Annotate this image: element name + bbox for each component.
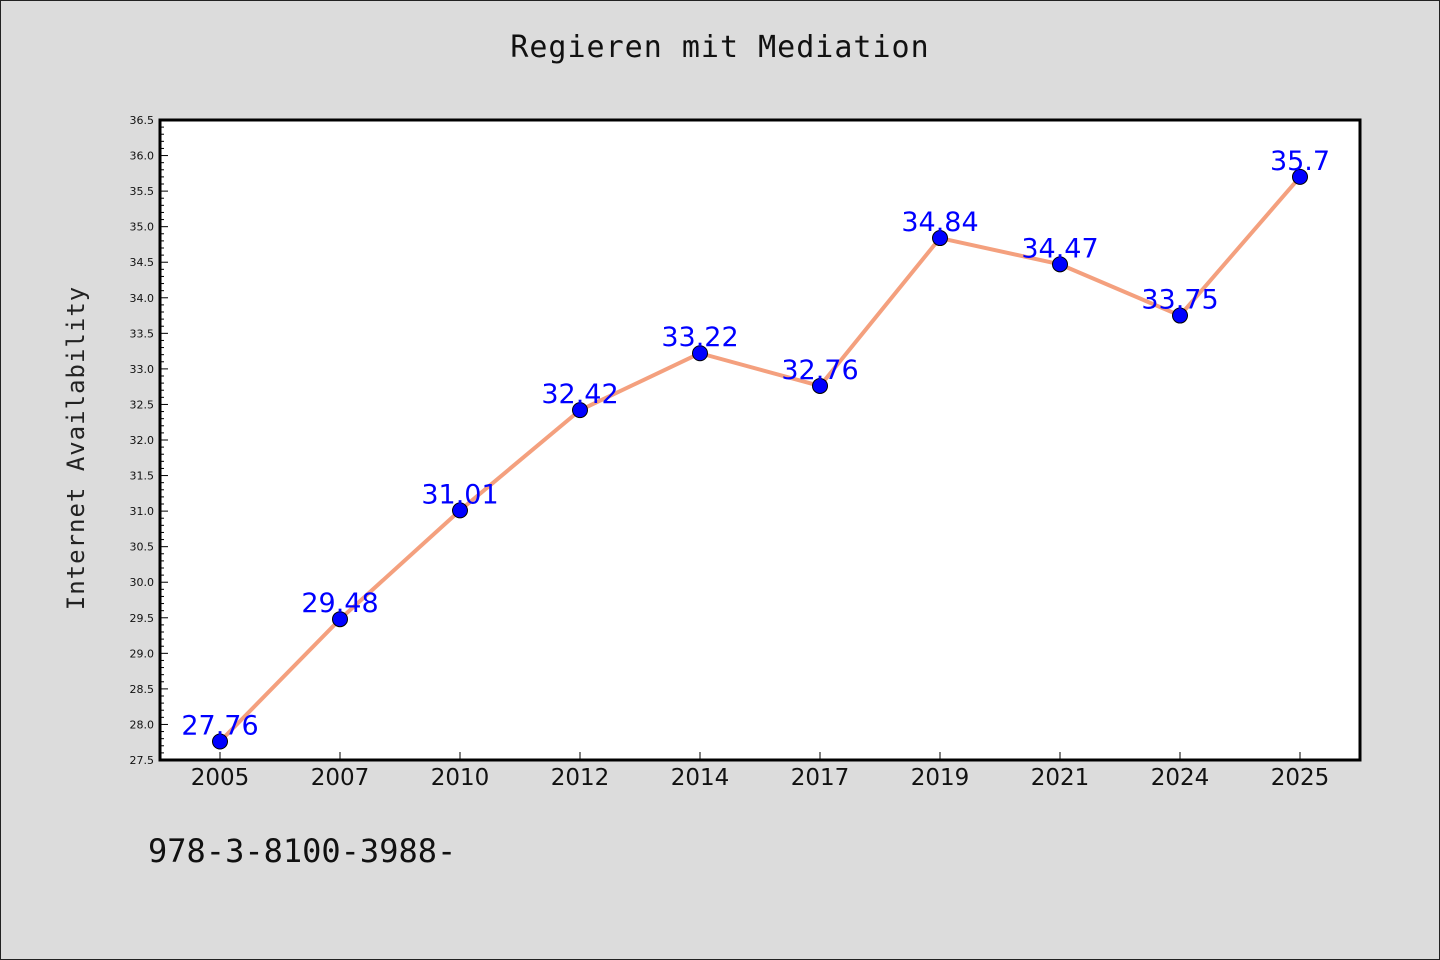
x-tick-label: 2025 [1271, 765, 1330, 791]
y-tick-label: 29.5 [130, 612, 155, 625]
y-tick-label: 32.0 [130, 434, 155, 447]
data-point-marker [1052, 256, 1068, 273]
x-tick-label: 2021 [1031, 765, 1090, 791]
x-tick-label: 2014 [671, 765, 730, 791]
x-tick-label: 2024 [1151, 765, 1210, 791]
data-point-marker [692, 345, 708, 362]
x-tick-label: 2007 [311, 765, 370, 791]
footer-isbn-text: 978-3-8100-3988- [148, 832, 457, 870]
data-point-marker [1172, 307, 1188, 324]
x-tick-label: 2012 [551, 765, 610, 791]
series-group [212, 168, 1308, 750]
y-tick-label: 32.5 [130, 398, 155, 411]
y-tick-label: 35.5 [130, 185, 155, 198]
y-tick-label: 31.5 [130, 470, 155, 483]
data-point-marker [572, 402, 588, 419]
data-label: 35.7 [1270, 146, 1330, 177]
y-tick-label: 34.5 [130, 256, 155, 269]
data-point-marker [212, 733, 228, 750]
data-label: 33.75 [1141, 285, 1218, 316]
data-label: 34.47 [1021, 233, 1098, 264]
y-tick-label: 34.0 [130, 292, 155, 305]
data-label: 33.22 [661, 322, 738, 353]
data-label: 32.42 [541, 379, 618, 410]
y-tick-label: 28.0 [130, 718, 155, 731]
data-labels: 27.76 29.48 31.01 32.42 33.22 32.76 34.84 34.47… [181, 146, 1330, 742]
x-axis: 2005 2007 2010 2012 2014 2017 2019 2021 2024 2025 [191, 752, 1330, 791]
y-tick-label: 35.0 [130, 221, 155, 234]
x-tick-label: 2019 [911, 765, 970, 791]
data-point-marker [932, 230, 948, 247]
y-tick-label: 29.0 [130, 647, 155, 660]
data-label: 34.84 [901, 207, 978, 238]
chart-title: Regieren mit Mediation [510, 30, 930, 65]
y-tick-label: 30.5 [130, 541, 155, 554]
y-tick-label: 36.5 [130, 114, 155, 127]
y-axis: 27.5 28.0 28.5 29.0 29.5 30.0 30.5 31.0 31.5 32.0… [130, 114, 168, 767]
x-tick-label: 2010 [431, 765, 490, 791]
y-tick-label: 30.0 [130, 576, 155, 589]
series-line [218, 174, 1302, 744]
data-label: 31.01 [421, 479, 498, 510]
y-tick-label: 33.0 [130, 363, 155, 376]
data-label: 29.48 [301, 588, 378, 619]
x-tick-label: 2017 [791, 765, 850, 791]
data-point-marker [332, 611, 348, 628]
data-label: 27.76 [181, 711, 258, 742]
x-tick-label: 2005 [191, 765, 250, 791]
data-label: 32.76 [781, 355, 858, 386]
y-tick-label: 27.5 [130, 754, 155, 767]
data-point-marker [812, 377, 828, 394]
data-point-marker [452, 502, 468, 519]
data-point-marker [1292, 168, 1308, 185]
y-tick-label: 28.5 [130, 683, 155, 696]
y-tick-label: 33.5 [130, 327, 155, 340]
y-tick-label: 31.0 [130, 505, 155, 518]
plot-area [160, 120, 1360, 760]
y-tick-label: 36.0 [130, 150, 155, 163]
plot-border [158, 118, 1362, 762]
